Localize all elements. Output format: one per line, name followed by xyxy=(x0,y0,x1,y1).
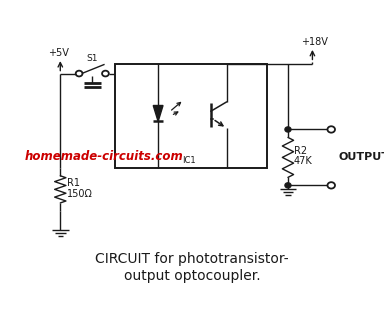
Text: S1: S1 xyxy=(86,54,98,63)
Text: 47K: 47K xyxy=(294,156,312,167)
Circle shape xyxy=(285,183,291,188)
Text: OUTPUT: OUTPUT xyxy=(339,153,384,162)
Circle shape xyxy=(285,127,291,132)
Text: 150Ω: 150Ω xyxy=(67,189,93,199)
Text: R2: R2 xyxy=(294,146,307,156)
Text: homemade-circuits.com: homemade-circuits.com xyxy=(25,150,183,163)
Text: +5V: +5V xyxy=(48,48,69,58)
Text: IC1: IC1 xyxy=(182,156,196,165)
Text: CIRCUIT for phototransistor-
output optocoupler.: CIRCUIT for phototransistor- output opto… xyxy=(95,252,289,283)
Text: R1: R1 xyxy=(67,178,80,187)
Bar xyxy=(115,64,267,168)
Polygon shape xyxy=(153,106,163,122)
Text: +18V: +18V xyxy=(301,37,328,47)
